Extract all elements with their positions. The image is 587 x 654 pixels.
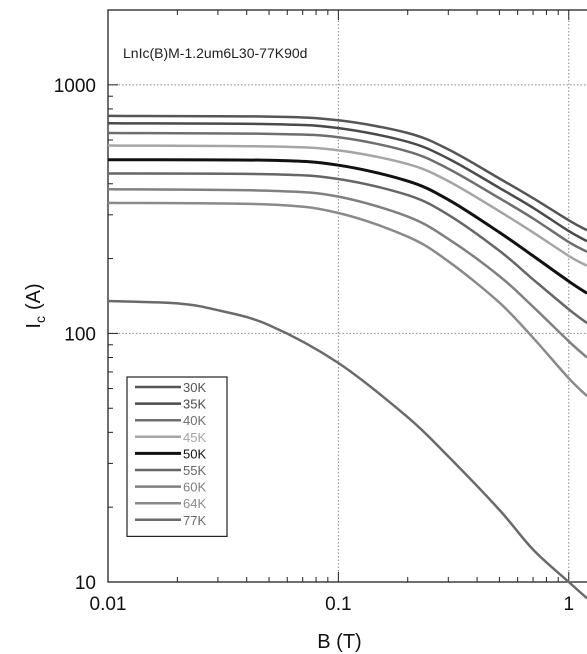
- x-axis-title: B (T): [317, 631, 361, 653]
- series-lines: [107, 114, 587, 600]
- legend-label-45K: 45K: [183, 430, 206, 445]
- series-line-50K: [107, 158, 587, 295]
- series-line-77K: [107, 299, 587, 600]
- series-line-55K: [107, 172, 587, 325]
- legend-label-64K: 64K: [183, 496, 206, 511]
- series-line-30K: [107, 114, 587, 232]
- chart-annotation: LnIc(B)M-1.2um6L30-77K90d: [123, 45, 307, 61]
- y-axis-title-unit: (A): [23, 283, 45, 310]
- series-line-35K: [107, 122, 587, 243]
- series-line-60K: [107, 188, 587, 359]
- legend-label-60K: 60K: [183, 480, 206, 495]
- y-tick-label: 1000: [54, 76, 96, 97]
- legend-box: [126, 376, 228, 537]
- plot-frame: [107, 9, 587, 583]
- y-axis-title: Ic (A): [23, 283, 48, 328]
- y-axis-title-main: I: [23, 323, 45, 329]
- series-line-40K: [107, 131, 587, 253]
- legend-label-55K: 55K: [183, 463, 206, 478]
- y-axis-title-subscript: c: [32, 316, 48, 323]
- x-tick-label: 1: [563, 594, 574, 615]
- legend-label-50K: 50K: [183, 446, 206, 461]
- legend-label-35K: 35K: [183, 397, 206, 412]
- axis-ticks: 0.01 0.1 1 10 100 1000: [54, 9, 574, 615]
- x-tick-label: 0.1: [325, 594, 351, 615]
- x-tick-label: 0.01: [90, 594, 127, 615]
- legend-label-40K: 40K: [183, 413, 206, 428]
- series-line-45K: [107, 144, 587, 267]
- series-line-64K: [107, 201, 587, 397]
- legend-label-77K: 77K: [183, 513, 206, 528]
- legend-label-30K: 30K: [183, 380, 206, 395]
- y-tick-label: 10: [75, 573, 96, 594]
- y-tick-label: 100: [64, 324, 96, 345]
